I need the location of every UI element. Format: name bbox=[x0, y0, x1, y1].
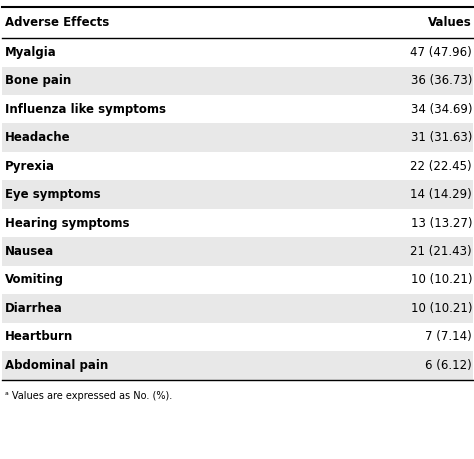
Text: Vomiting: Vomiting bbox=[5, 274, 64, 286]
Text: Eye symptoms: Eye symptoms bbox=[5, 188, 100, 201]
Text: Heartburn: Heartburn bbox=[5, 330, 73, 343]
Text: 47 (47.96): 47 (47.96) bbox=[410, 46, 472, 59]
Text: 10 (10.21): 10 (10.21) bbox=[410, 274, 472, 286]
Text: Adverse Effects: Adverse Effects bbox=[5, 16, 109, 29]
Text: 34 (34.69): 34 (34.69) bbox=[410, 103, 472, 116]
Text: Headache: Headache bbox=[5, 131, 70, 144]
Text: 7 (7.14): 7 (7.14) bbox=[425, 330, 472, 343]
Text: 22 (22.45): 22 (22.45) bbox=[410, 160, 472, 173]
Text: 31 (31.63): 31 (31.63) bbox=[411, 131, 472, 144]
Bar bbox=[2, 67, 473, 95]
Text: 36 (36.73): 36 (36.73) bbox=[411, 74, 472, 87]
Text: Abdominal pain: Abdominal pain bbox=[5, 359, 108, 372]
Text: Influenza like symptoms: Influenza like symptoms bbox=[5, 103, 166, 116]
Text: 13 (13.27): 13 (13.27) bbox=[410, 217, 472, 230]
Text: 10 (10.21): 10 (10.21) bbox=[410, 302, 472, 315]
Bar bbox=[2, 351, 473, 380]
Text: Pyrexia: Pyrexia bbox=[5, 160, 55, 173]
Bar bbox=[2, 123, 473, 152]
Bar bbox=[2, 180, 473, 209]
Text: ᵃ Values are expressed as No. (%).: ᵃ Values are expressed as No. (%). bbox=[5, 391, 172, 401]
Bar bbox=[2, 294, 473, 323]
Text: Bone pain: Bone pain bbox=[5, 74, 71, 87]
Text: 21 (21.43): 21 (21.43) bbox=[410, 245, 472, 258]
Text: Values: Values bbox=[428, 16, 472, 29]
Text: 6 (6.12): 6 (6.12) bbox=[425, 359, 472, 372]
Text: Hearing symptoms: Hearing symptoms bbox=[5, 217, 129, 230]
Text: 14 (14.29): 14 (14.29) bbox=[410, 188, 472, 201]
Text: Myalgia: Myalgia bbox=[5, 46, 56, 59]
Text: Diarrhea: Diarrhea bbox=[5, 302, 63, 315]
Text: Nausea: Nausea bbox=[5, 245, 54, 258]
Bar bbox=[2, 237, 473, 266]
